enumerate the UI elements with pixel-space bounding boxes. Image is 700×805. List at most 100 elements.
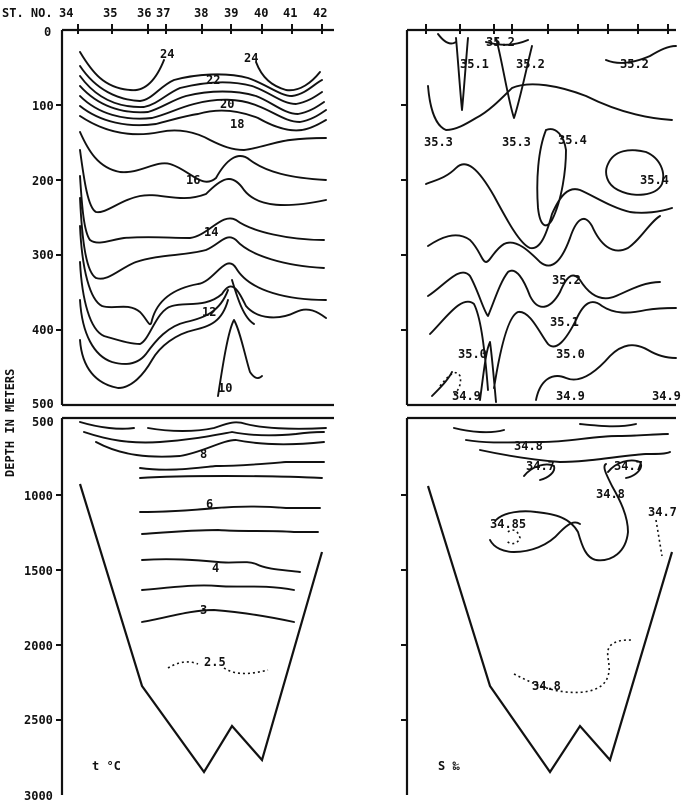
isotherm-16: [79, 131, 327, 183]
sea-floor-profile: [78, 483, 324, 774]
isohaline-label: 34.85: [490, 517, 526, 531]
isotherm-17: [79, 115, 327, 151]
isohaline-34-8b: [465, 433, 669, 444]
isohaline-34-8a: [453, 423, 637, 434]
station-prefix: ST. NO.: [2, 6, 53, 20]
isotherm-20: [79, 85, 325, 115]
isotherm-14: [79, 175, 325, 244]
isotherm-10b: [217, 319, 263, 397]
depth-tick-label: 100: [32, 99, 54, 113]
isohaline-label: 34.9: [452, 389, 481, 403]
station-number: 35: [103, 6, 117, 20]
isotherm-12b: [79, 261, 327, 345]
isotherm-label: 16: [186, 173, 200, 187]
isohaline-label: 34.8: [596, 487, 625, 501]
isotherm-13: [79, 197, 325, 280]
temperature-panel: 24 24 22 20 18 16 14 12 10 8 6 4 3 2.5 t…: [56, 24, 334, 795]
isohaline-label: 34.8: [532, 679, 561, 693]
isohaline-label: 35.0: [458, 347, 487, 361]
isotherm-24a: [79, 51, 165, 92]
depth-tick-label: 0: [44, 25, 51, 39]
station-number: 41: [283, 6, 297, 20]
isohaline-label: 35.1: [550, 315, 579, 329]
isotherm-8: [139, 461, 325, 471]
station-ticks: [425, 24, 669, 34]
isohaline-35-1: [455, 37, 469, 111]
isotherm-label: 24: [244, 51, 258, 65]
isotherm-24b: [255, 61, 321, 92]
depth-tick-label: 2500: [24, 713, 53, 727]
isotherm-4: [141, 558, 301, 573]
station-number: 40: [254, 6, 268, 20]
isohaline-34-85: [505, 529, 521, 545]
station-header: ST. NO. 34 35 36 37 38 39 40 41 42: [2, 6, 327, 20]
isohaline-label: 35.2: [552, 273, 581, 287]
isohaline-34-8c: [479, 449, 671, 463]
isotherm-11: [79, 279, 255, 365]
isotherm-label: 6: [206, 497, 213, 511]
isotherm-6: [139, 505, 321, 513]
y-axis-title: DEPTH IN METERS: [3, 369, 17, 477]
isotherm-label: 24: [160, 47, 174, 61]
isohaline-35-4a: [536, 128, 567, 227]
isohaline-35-2c: [427, 215, 661, 267]
isohaline-34-8-deep: [513, 639, 633, 694]
station-number: 42: [313, 6, 327, 20]
isohaline-label: 34.7: [614, 459, 643, 473]
isohaline-34-7c: [655, 519, 663, 557]
depth-tick-label: 400: [32, 323, 54, 337]
isohaline-label: 35.1: [460, 57, 489, 71]
isohaline-label: 35.4: [640, 173, 669, 187]
temperature-frame-break: [62, 403, 334, 420]
isohaline-35-2-top: [437, 33, 529, 46]
isotherm-label: 14: [204, 225, 218, 239]
isotherm-10: [79, 299, 229, 389]
depth-tick-labels: 0 100 200 300 400 500 500 1000 1500 2000…: [24, 25, 54, 803]
temperature-panel-caption: t °C: [92, 759, 121, 773]
isohaline-label: 35.3: [502, 135, 531, 149]
isohaline-label: 35.2: [620, 57, 649, 71]
isohaline-35-1a: [427, 269, 661, 317]
isotherm-21: [79, 75, 323, 108]
isohaline-35-3: [427, 83, 673, 131]
isotherm-label: 20: [220, 97, 234, 111]
isotherm-3a: [141, 584, 295, 591]
station-number: 38: [194, 6, 208, 20]
isotherm-12a: [79, 225, 327, 326]
isohaline-34-7a: [523, 463, 556, 481]
isohaline-label: 35.3: [424, 135, 453, 149]
isohaline-34-8d: [495, 463, 629, 562]
isotherm-22: [79, 65, 323, 102]
depth-tick-label: 500: [32, 397, 54, 411]
isohaline-35-2a: [495, 37, 533, 119]
isohaline-label: 35.0: [556, 347, 585, 361]
isotherm-label: 2.5: [204, 655, 226, 669]
salinity-panel-caption: S ‰: [438, 759, 460, 773]
isohaline-34-8e: [489, 521, 581, 553]
isohaline-label: 35.2: [486, 35, 515, 49]
depth-tick-label: 1000: [24, 489, 53, 503]
isohaline-label: 34.9: [652, 389, 681, 403]
depth-ticks: [401, 104, 407, 721]
isotherm-7: [139, 475, 323, 479]
isohaline-35-2b: [605, 45, 677, 64]
isotherm-label: 8: [200, 447, 207, 461]
sea-floor-profile: [426, 485, 674, 774]
salinity-panel: 35.2 35.1 35.2 35.2 35.3 35.3 35.4 35.4 …: [401, 24, 681, 795]
isotherm-5: [141, 529, 319, 535]
isohaline-label: 34.7: [648, 505, 677, 519]
isohaline-35-3b: [425, 163, 673, 249]
isotherm-18: [79, 105, 327, 132]
isohaline-label: 35.4: [558, 133, 587, 147]
isohaline-label: 35.2: [516, 57, 545, 71]
isohaline-label: 34.8: [514, 439, 543, 453]
depth-tick-label: 500: [32, 415, 54, 429]
isohaline-35-4b: [605, 149, 665, 196]
station-number: 34: [59, 6, 73, 20]
isotherm-19: [79, 95, 327, 123]
isohaline-34-7b: [607, 459, 642, 479]
depth-tick-label: 1500: [24, 564, 53, 578]
isotherm-9a: [79, 421, 327, 432]
isotherm-label: 12: [202, 305, 216, 319]
